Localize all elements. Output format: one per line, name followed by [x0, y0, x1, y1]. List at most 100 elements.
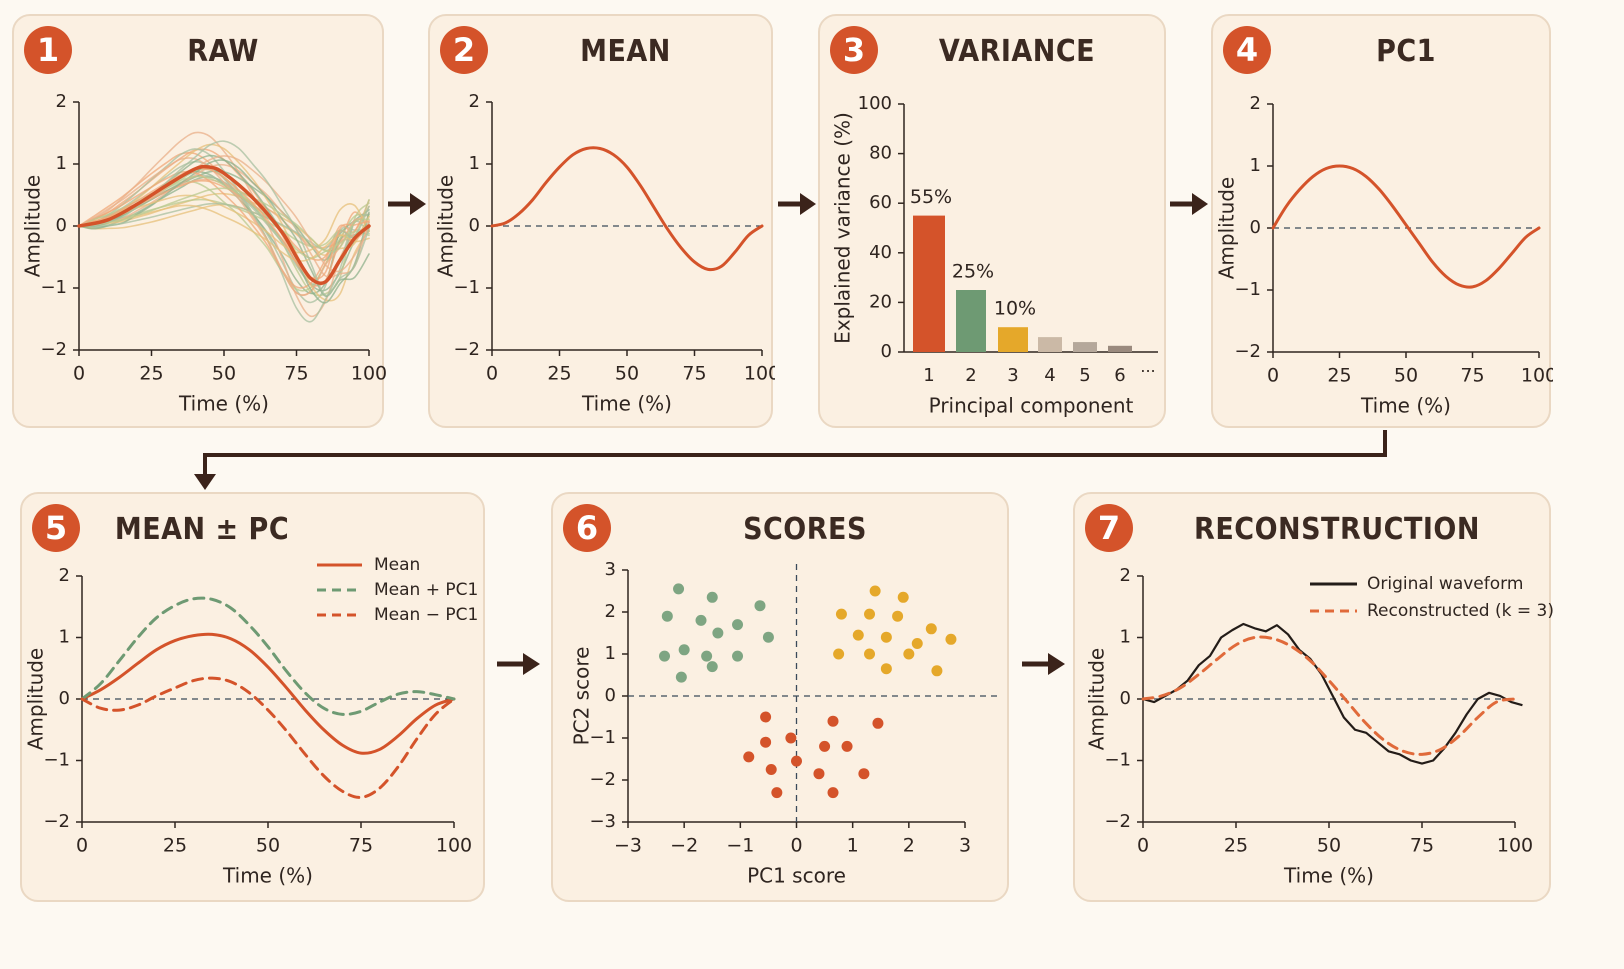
- y-tick-label: −2: [43, 811, 70, 832]
- series-0: [80, 632, 456, 755]
- x-tick-ellipsis: ···: [1140, 362, 1155, 381]
- variance-chart: 100 80 60 40 20 0 Principal component Explained…: [831, 93, 1158, 418]
- x-tick-label: 1: [923, 365, 934, 386]
- y-tick-label: 60: [869, 192, 892, 213]
- x-tick-label: 100: [1497, 835, 1533, 857]
- x-tick-label: 50: [615, 363, 639, 385]
- score-point-accent: [819, 740, 831, 752]
- score-point-accent: [771, 787, 783, 799]
- y-tick-label: −1: [589, 727, 616, 748]
- y-tick-label: 2: [1120, 565, 1131, 586]
- raw-curve: [78, 148, 370, 323]
- score-point-accent: [827, 715, 839, 727]
- step-badge-7: 7: [1085, 504, 1133, 552]
- score-point-green: [675, 671, 687, 683]
- x-tick-label: 25: [1224, 835, 1248, 857]
- x-tick-label: 4: [1044, 365, 1055, 386]
- legend-label: Reconstructed (k = 3): [1367, 601, 1553, 621]
- y-axis-label: Amplitude: [434, 175, 458, 278]
- legend-label: Mean − PC1: [374, 605, 478, 625]
- score-point-yellow: [835, 608, 847, 620]
- x-axis-label: Time (%): [222, 864, 313, 888]
- score-point-accent: [765, 764, 777, 775]
- x-axis-label: PC1 score: [747, 864, 846, 888]
- y-tick-label: 0: [1250, 217, 1261, 238]
- x-axis-label: Time (%): [178, 392, 269, 416]
- x-tick-label: 0: [486, 363, 498, 385]
- arrow-6-to-7: [1022, 653, 1065, 675]
- score-point-yellow: [903, 648, 915, 660]
- y-tick-label: 1: [1120, 627, 1131, 648]
- score-point-accent: [827, 787, 839, 799]
- raw-curve: [78, 140, 370, 297]
- x-tick-label: 25: [163, 835, 187, 857]
- y-tick-label: −2: [40, 339, 67, 360]
- x-tick-label: 100: [436, 835, 472, 857]
- y-tick-label: 2: [56, 91, 67, 112]
- y-tick-label: −1: [43, 750, 70, 771]
- score-point-green: [706, 661, 718, 673]
- y-tick-label: 1: [605, 643, 616, 664]
- y-tick-label: 2: [59, 565, 70, 586]
- x-tick-label: 0: [1137, 835, 1149, 857]
- score-point-yellow: [931, 665, 943, 677]
- x-tick-label: 0: [73, 363, 85, 385]
- score-point-accent: [743, 751, 755, 763]
- x-tick-label: 50: [212, 363, 236, 385]
- raw-curve: [78, 187, 370, 253]
- step-badge-6: 6: [563, 504, 611, 552]
- y-tick-label: 0: [469, 215, 480, 236]
- score-point-green: [695, 614, 707, 626]
- bar-pc-2: [956, 290, 986, 352]
- score-point-yellow: [864, 648, 876, 660]
- score-point-green: [732, 650, 744, 662]
- raw-curve: [78, 174, 370, 286]
- arrow-4-to-5: [194, 430, 1387, 490]
- x-tick-label: 2: [903, 835, 915, 857]
- x-tick-label: −2: [670, 835, 698, 857]
- score-point-accent: [813, 768, 825, 780]
- score-point-yellow: [880, 663, 892, 675]
- panel-mean: 2 MEAN 2 1 0 −1 −2 0 25 50 75 100 Time (%) Amplitud…: [428, 14, 775, 428]
- x-tick-label: −1: [726, 835, 754, 857]
- panel-mean-pc: 5 MEAN ± PC 2 1 0 −1 −2 0 25 50 75 100 Time (%) Amp…: [20, 492, 485, 902]
- panel-raw: 1 RAW 2 1 0 −1 −2 0 25 50 75 100 Time (%) Amplitude: [12, 14, 386, 428]
- panel-title-mean: MEAN: [580, 34, 671, 69]
- y-tick-label: 40: [869, 242, 892, 263]
- x-tick-label: 100: [351, 363, 386, 385]
- score-point-yellow: [911, 638, 923, 649]
- score-point-green: [701, 650, 713, 662]
- score-point-accent: [785, 732, 797, 744]
- score-point-accent: [760, 736, 772, 748]
- y-axis-label: Amplitude: [1215, 177, 1239, 280]
- bar-data-label: 55%: [910, 186, 952, 208]
- raw-curve: [78, 157, 370, 296]
- y-tick-label: 0: [56, 215, 67, 236]
- bar-pc-6: [1108, 345, 1132, 352]
- step-badge-1: 1: [24, 26, 72, 74]
- step-badge-4: 4: [1223, 26, 1271, 74]
- x-axis-label: Time (%): [581, 392, 672, 416]
- score-point-accent: [760, 711, 772, 723]
- score-point-green: [706, 591, 718, 603]
- y-tick-label: 3: [605, 559, 616, 580]
- legend-label: Mean + PC1: [374, 580, 478, 600]
- score-point-accent: [858, 768, 870, 780]
- legend-label: Mean: [374, 555, 420, 575]
- y-tick-label: −1: [1234, 279, 1261, 300]
- x-axis-label: Principal component: [929, 394, 1134, 418]
- score-point-accent: [841, 740, 853, 752]
- series-1: [80, 596, 456, 716]
- x-tick-label: 75: [349, 835, 373, 857]
- raw-curve: [78, 160, 370, 304]
- x-tick-label: 5: [1079, 365, 1090, 386]
- scores-chart: 3 2 1 0 −1 −2 −3 −3 −2 −1 0 1 2 3 PC1 score PC2 score: [570, 559, 998, 888]
- y-tick-label: 0: [605, 685, 616, 706]
- score-point-green: [732, 619, 744, 631]
- panel-scores: 6 SCORES 3 2 1 0 −1 −2 −3 −3 −2 −1 0 1 2 3 PC1 score PC…: [551, 492, 1009, 902]
- y-tick-label: −1: [40, 277, 67, 298]
- score-point-yellow: [892, 610, 904, 622]
- score-point-green: [659, 650, 671, 662]
- mean-pc-chart: 2 1 0 −1 −2 0 25 50 75 100 Time (%) Amplitude Mean Me…: [24, 555, 479, 888]
- y-tick-label: 20: [869, 291, 892, 312]
